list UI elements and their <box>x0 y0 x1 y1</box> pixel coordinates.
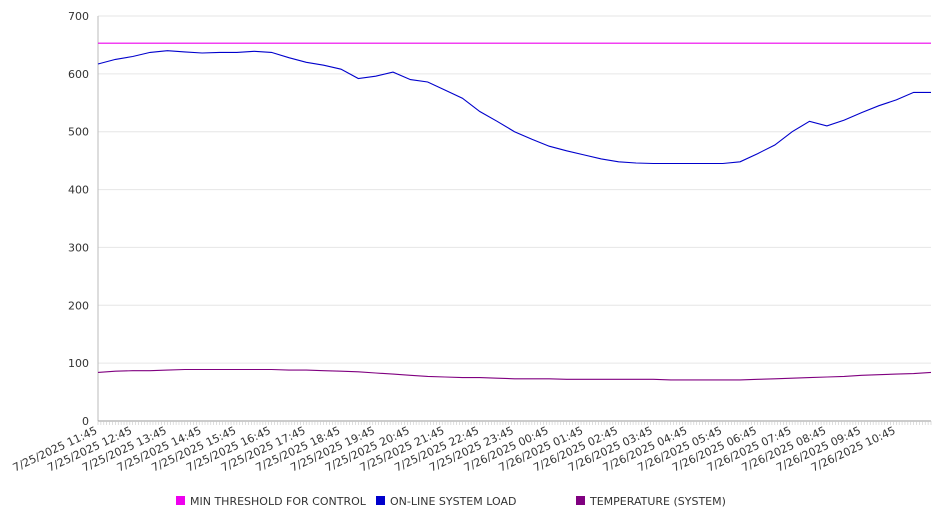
series-lines <box>97 42 932 381</box>
y-tick-label: 600 <box>68 68 89 81</box>
grid-lines <box>98 15 931 364</box>
y-tick-label: 400 <box>68 184 89 197</box>
legend-label: ON-LINE SYSTEM LOAD <box>390 495 516 508</box>
legend-swatch <box>376 496 385 505</box>
y-tick-label: 0 <box>82 415 89 428</box>
y-tick-label: 300 <box>68 241 89 254</box>
y-tick-label: 700 <box>68 10 89 23</box>
legend-swatch <box>176 496 185 505</box>
series-line-3 <box>97 368 932 381</box>
legend-label: MIN THRESHOLD FOR CONTROL <box>190 495 367 508</box>
legend-label: TEMPERATURE (SYSTEM) <box>589 495 726 508</box>
legend: MIN THRESHOLD FOR CONTROL ON-LINE SYSTEM … <box>176 495 726 508</box>
y-tick-label: 200 <box>68 299 89 312</box>
y-tick-label: 100 <box>68 357 89 370</box>
series-line-2 <box>97 50 931 165</box>
y-tick-label: 500 <box>68 126 89 139</box>
legend-swatch <box>576 496 585 505</box>
y-axis: 0 100 200 300 400 500 600 700 <box>68 10 99 428</box>
x-axis: 7/25/2025 11:457/25/2025 12:457/25/2025 … <box>11 420 932 474</box>
